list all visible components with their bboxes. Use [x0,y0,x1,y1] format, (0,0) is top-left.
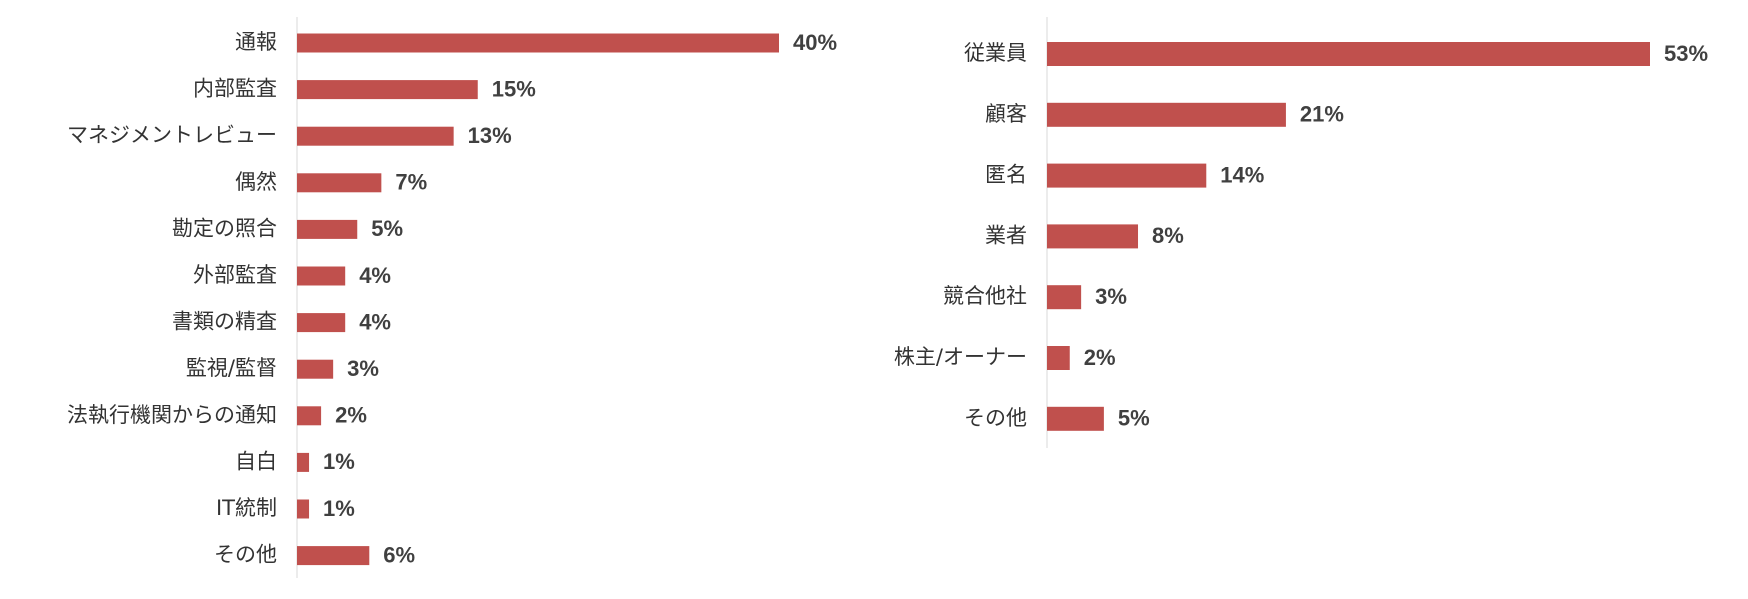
value-label: 1% [323,496,355,521]
category-label: 通報 [235,30,277,54]
value-label: 13% [468,123,512,148]
value-label: 2% [1084,345,1116,370]
bar [297,173,382,193]
value-label: 7% [395,170,427,195]
value-label: 3% [1095,284,1127,309]
category-label: 勘定の照合 [172,216,277,240]
bar [1047,102,1286,127]
category-label: 顧客 [985,102,1027,126]
bar [1047,406,1104,431]
category-label: その他 [214,543,277,567]
category-label: 監視/監督 [186,356,277,380]
value-label: 15% [492,76,536,101]
bar [297,313,346,333]
value-label: 21% [1300,102,1344,127]
value-label: 8% [1152,223,1184,248]
category-label: 競合他社 [943,284,1027,308]
bar [297,33,779,53]
category-label: 外部監査 [193,263,277,287]
bar [1047,346,1070,370]
category-label: 株主/オーナー [894,345,1027,369]
category-label: 内部監査 [193,77,277,101]
bar [297,219,358,239]
category-label: 従業員 [964,41,1027,65]
category-label: 法執行機関からの通知 [67,403,277,427]
bar [297,359,334,379]
category-label: 書類の精査 [172,310,277,334]
bar [1047,285,1082,310]
bar [297,452,310,472]
value-label: 40% [793,30,837,55]
category-label: IT統制 [216,496,277,520]
value-label: 4% [359,263,391,288]
category-label: 匿名 [985,163,1027,187]
category-label: 偶然 [235,170,277,194]
bar [297,126,454,146]
bar [297,406,322,426]
category-label: 自白 [235,449,277,473]
bar [297,546,370,566]
category-label: 業者 [985,223,1027,247]
value-label: 4% [359,309,391,334]
value-label: 5% [1118,406,1150,431]
value-label: 14% [1220,162,1264,187]
bar [297,266,346,286]
value-label: 2% [335,403,367,428]
value-label: 3% [347,356,379,381]
value-label: 1% [323,449,355,474]
category-label: その他 [964,406,1027,430]
bar [1047,163,1207,188]
bar [297,80,478,100]
category-label: マネジメントレビュー [67,123,277,147]
value-label: 6% [383,542,415,567]
bar [1047,42,1650,66]
value-label: 53% [1664,41,1708,66]
bar [1047,224,1139,249]
bar [297,499,310,519]
value-label: 5% [371,216,403,241]
